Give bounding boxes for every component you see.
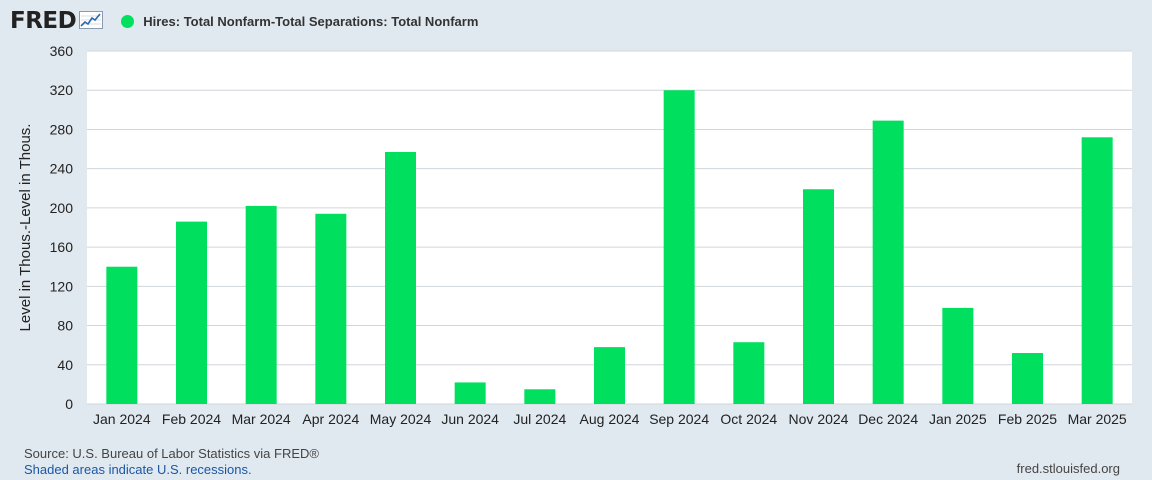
chart-header: FRED Hires: Total Nonfarm-Total Separati… <box>10 6 478 36</box>
y-tick-label: 80 <box>57 318 73 334</box>
bar <box>176 221 207 404</box>
x-tick-label: Feb 2024 <box>162 411 221 427</box>
bar <box>803 189 834 404</box>
legend-label: Hires: Total Nonfarm-Total Separations: … <box>143 13 479 29</box>
x-tick-label: Jan 2024 <box>93 411 151 427</box>
x-tick-label: Dec 2024 <box>858 411 918 427</box>
bar <box>245 205 277 404</box>
chart-legend: Hires: Total Nonfarm-Total Separations: … <box>121 14 478 29</box>
bar <box>106 266 138 404</box>
source-note: Source: U.S. Bureau of Labor Statistics … <box>24 446 319 461</box>
x-tick-label: Mar 2024 <box>232 411 291 427</box>
x-tick-label: Mar 2025 <box>1068 411 1127 427</box>
x-tick-label: Nov 2024 <box>789 411 849 427</box>
x-tick-label: May 2024 <box>370 411 432 427</box>
y-tick-label: 0 <box>65 396 73 412</box>
y-tick-label: 200 <box>50 200 74 216</box>
bar <box>663 90 695 404</box>
bar-chart: 0 40 80 120 160 200 240 280 320 360 Jan 2024 Feb 20… <box>17 43 1132 427</box>
recession-note[interactable]: Shaded areas indicate U.S. recessions. <box>24 462 252 477</box>
bar <box>454 382 486 404</box>
x-tick-label: Jul 2024 <box>513 411 566 427</box>
bar <box>733 342 765 404</box>
bar <box>1081 137 1113 405</box>
y-tick-label: 120 <box>50 278 74 294</box>
chart-line-icon <box>79 11 104 29</box>
x-tick-label: Jan 2025 <box>929 411 987 427</box>
y-tick-label: 240 <box>50 161 74 177</box>
bar <box>594 347 625 404</box>
bar <box>385 151 416 404</box>
y-tick-label: 320 <box>50 82 74 98</box>
site-url[interactable]: fred.stlouisfed.org <box>1016 461 1120 476</box>
x-tick-label: Jun 2024 <box>441 411 499 427</box>
logo-text: FRED <box>10 8 77 34</box>
y-axis-title: Level in Thous.-Level in Thous. <box>17 124 34 332</box>
x-tick-label: Apr 2024 <box>302 411 359 427</box>
bar <box>315 213 347 404</box>
y-tick-label: 40 <box>57 357 73 373</box>
bar <box>942 307 974 404</box>
fred-logo[interactable]: FRED <box>10 8 104 34</box>
bar <box>872 120 904 404</box>
x-tick-label: Sep 2024 <box>649 411 709 427</box>
x-tick-label: Aug 2024 <box>580 411 640 427</box>
bar <box>524 389 556 404</box>
x-tick-label: Oct 2024 <box>720 411 777 427</box>
x-tick-label: Feb 2025 <box>998 411 1057 427</box>
y-tick-label: 160 <box>50 239 74 255</box>
y-tick-label: 360 <box>50 43 74 59</box>
y-tick-label: 280 <box>50 121 74 137</box>
bar <box>1012 353 1043 404</box>
legend-marker <box>121 14 135 28</box>
chart-footer: Source: U.S. Bureau of Labor Statistics … <box>24 446 319 478</box>
